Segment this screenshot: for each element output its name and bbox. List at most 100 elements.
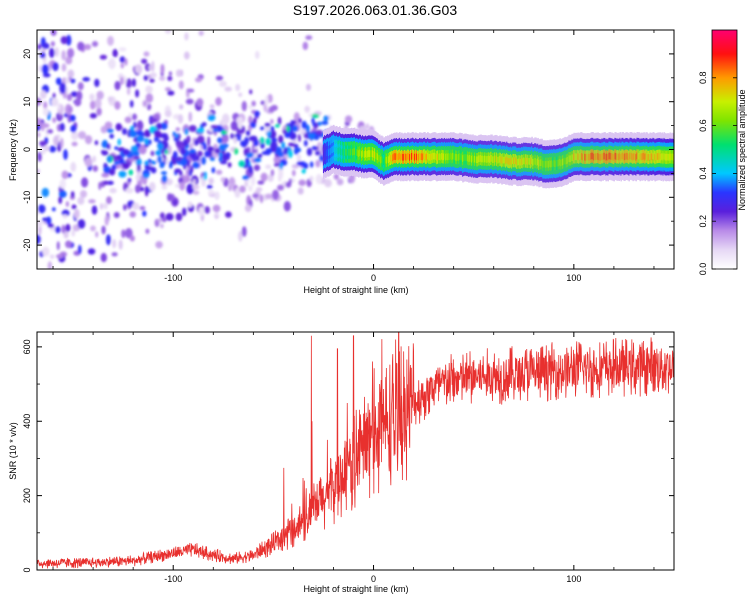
spectrogram-ridge-cell <box>403 153 405 161</box>
spectrogram-noise-blob <box>63 149 68 161</box>
spectrogram-noise-blob <box>39 90 47 100</box>
spectrogram-cluster-blob <box>202 143 207 151</box>
spectrogram-ridge-cell <box>360 149 362 157</box>
spectrogram-noise-blob <box>336 178 344 186</box>
spectrogram-ridge-cell <box>347 148 350 156</box>
spectrogram-ridge-cell <box>581 153 583 160</box>
spectrogram-ridge-cell <box>384 157 386 165</box>
spectrogram-ridge-cell <box>590 152 592 160</box>
x-tick-label: 0 <box>371 273 376 283</box>
spectrogram-ridge-cell <box>411 153 413 160</box>
spectrogram-noise-blob <box>91 205 98 215</box>
spectrogram-ridge-cell <box>327 149 330 157</box>
spectrogram-cluster-blob <box>156 122 162 130</box>
spectrogram-noise-blob <box>255 50 260 60</box>
spectrogram-noise-blob <box>87 248 96 255</box>
spectrogram-ridge-cell <box>410 153 412 161</box>
spectrogram-noise-blob <box>37 168 40 174</box>
spectrogram-ridge-cell <box>427 152 429 160</box>
spectrogram-cluster-blob <box>221 130 228 135</box>
spectrogram-noise-blob <box>62 214 68 219</box>
spectrogram-noise-blob <box>159 212 165 219</box>
spectrogram-cluster-blob <box>267 130 271 137</box>
spectrogram-cluster-blob <box>218 157 223 162</box>
spectrogram-ridge-cell <box>580 152 582 160</box>
spectrogram-noise-blob <box>69 114 76 122</box>
spectrogram-cluster-blob <box>133 121 137 129</box>
spectrogram-ridge-cell <box>349 148 352 156</box>
spectrogram-ridge-cell <box>431 153 433 161</box>
spectrogram-cluster-blob <box>207 146 215 152</box>
spectrogram-cluster-blob <box>217 137 223 144</box>
spectrogram-noise-blob <box>238 230 243 242</box>
spectrogram-noise-blob <box>179 104 184 110</box>
spectrogram-ridge-cell <box>658 152 661 160</box>
spectrogram-ridge-cell <box>492 156 494 163</box>
spectrogram-ridge-cell <box>396 152 398 160</box>
x-tick-label: 100 <box>566 574 581 584</box>
spectrogram-ridge-cell <box>493 156 495 163</box>
spectrogram-noise-blob <box>41 148 46 155</box>
spectrogram-ridge-cell <box>618 153 621 161</box>
spectrogram-ridge-cell <box>459 153 461 160</box>
spectrogram-noise-blob <box>98 181 102 191</box>
spectrogram-ridge-cell <box>393 153 395 161</box>
spectrogram-noise-blob <box>61 224 66 234</box>
spectrogram-cluster-blob <box>301 168 306 174</box>
spectrogram-ridge-cell <box>547 160 549 168</box>
spectrogram-noise-blob <box>48 47 55 58</box>
spectrogram-ridge-cell <box>609 152 611 160</box>
spectrogram-ridge-cell <box>603 152 605 160</box>
spectrogram-ridge-cell <box>636 152 639 160</box>
spectrogram-ridge-cell <box>630 152 633 160</box>
spectrogram-noise-blob <box>51 207 56 212</box>
spectrogram-noise-blob <box>143 51 150 57</box>
spectrogram-noise-blob <box>236 127 240 136</box>
spectrogram-noise-blob <box>221 113 230 125</box>
spectrogram-cluster-blob <box>101 150 109 156</box>
spectrogram-ridge-cell <box>424 152 426 160</box>
spectrogram-cluster-blob <box>118 170 127 178</box>
spectrogram-ridge-cell <box>364 151 366 158</box>
spectrogram-noise-blob <box>43 145 50 152</box>
spectrogram-noise-blob <box>198 206 205 217</box>
spectrogram-noise-blob <box>65 223 71 232</box>
spectrogram-ridge-cell <box>533 158 535 166</box>
spectrogram-heatmap <box>37 30 674 269</box>
spectrogram-noise-blob <box>344 115 353 123</box>
spectrogram-cluster-blob <box>189 148 196 154</box>
spectrogram-noise-blob <box>64 77 70 84</box>
spectrogram-ridge-cell <box>368 150 370 157</box>
spectrogram-noise-blob <box>238 92 243 97</box>
spectrogram-ridge-cell <box>383 158 385 166</box>
spectrogram-ridge-cell <box>568 155 570 163</box>
spectrogram-noise-blob <box>57 103 61 111</box>
spectrogram-ridge-cell <box>376 152 378 160</box>
spectrogram-cluster-blob <box>314 135 320 141</box>
spectrogram-ridge-cell <box>323 150 326 157</box>
spectrogram-ridge-cell <box>566 157 568 165</box>
spectrogram-noise-blob <box>194 77 202 83</box>
spectrogram-ridge-cell <box>589 153 591 161</box>
spectrogram-cluster-blob <box>203 171 207 177</box>
spectrogram-noise-blob <box>298 179 306 186</box>
spectrogram-noise-blob <box>183 51 190 60</box>
spectrogram-ridge-cell <box>397 153 399 161</box>
spectrogram-noise-blob <box>236 116 244 125</box>
spectrogram-ridge-cell <box>426 153 428 161</box>
spectrogram-ridge-cell <box>519 158 521 166</box>
spectrogram-ridge-cell <box>569 155 571 163</box>
spectrogram-noise-blob <box>79 190 88 198</box>
spectrogram-cluster-blob <box>282 129 288 134</box>
spectrogram-noise-blob <box>107 96 113 102</box>
spectrogram-noise-blob <box>309 175 314 182</box>
spectrogram-noise-blob <box>198 30 204 36</box>
spectrogram-cluster-blob <box>150 160 157 165</box>
spectrogram-ridge-cell <box>559 158 561 166</box>
spectrogram-noise-blob <box>54 47 59 57</box>
spectrogram-ridge-cell <box>343 149 346 156</box>
spectrogram-ridge-cell <box>498 156 500 164</box>
spectrogram-x-axis-label: Height of straight line (km) <box>303 285 408 295</box>
spectrogram-ridge-cell <box>439 153 441 161</box>
spectrogram-noise-blob <box>192 190 200 195</box>
